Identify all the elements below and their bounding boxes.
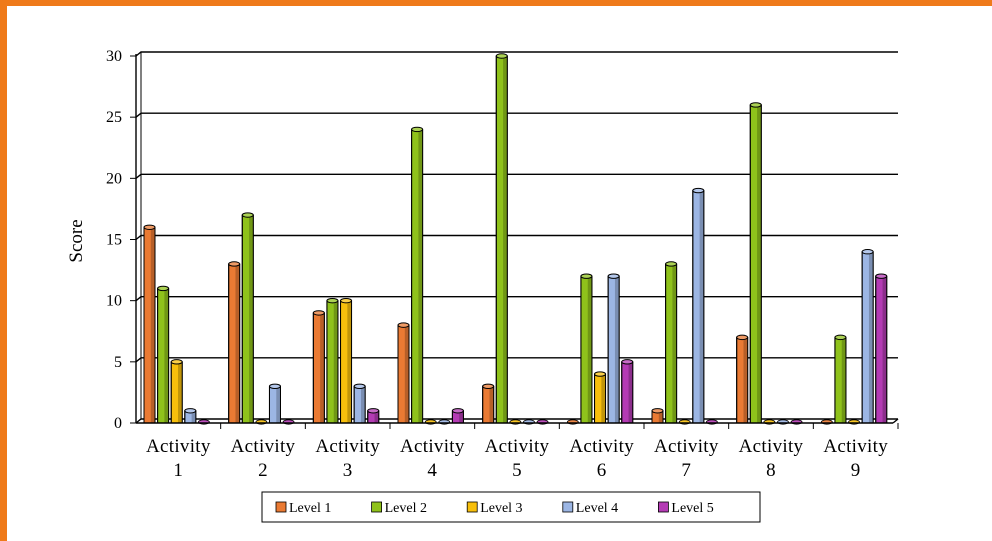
x-tick-label: 5: [512, 460, 522, 481]
bar-level-2: [411, 126, 424, 424]
bar-level-4: [607, 273, 620, 424]
bar-level-3: [170, 359, 183, 424]
legend-label: Level 4: [576, 501, 618, 516]
x-tick-label: Activity: [400, 436, 465, 457]
x-tick-label: 6: [597, 460, 607, 481]
y-tick-label: 30: [106, 48, 122, 65]
bar-level-2: [665, 261, 678, 424]
bar-level-5: [451, 408, 464, 424]
bar-level-1: [736, 334, 749, 424]
x-tick-label: Activity: [739, 436, 804, 457]
axes: 0 5 10 15 20 25 30 Activity 1 Activity 2 Activity 3 A…: [106, 48, 899, 481]
bar-level-4: [353, 383, 366, 424]
gridline: [135, 112, 898, 118]
bar-level-2: [834, 334, 847, 424]
gridline: [135, 173, 898, 179]
bar-level-2: [241, 212, 254, 424]
bar-level-3: [594, 371, 607, 424]
legend-label: Level 5: [671, 501, 713, 516]
legend-swatch: [562, 501, 574, 513]
legend-swatch: [466, 501, 478, 513]
bar-level-1: [651, 408, 664, 424]
legend-label: Level 2: [385, 501, 427, 516]
legend-swatch: [275, 501, 287, 513]
bar-level-5: [875, 273, 888, 424]
x-tick-label: 2: [258, 460, 268, 481]
y-tick-label: 10: [106, 293, 122, 310]
legend-swatch: [658, 501, 669, 513]
bar-level-5: [367, 408, 380, 424]
x-tick-label: Activity: [231, 436, 296, 457]
bars: [143, 53, 888, 425]
x-tick-label: Activity: [823, 436, 888, 457]
bar-level-1: [312, 310, 325, 424]
y-tick-label: 0: [114, 415, 122, 432]
floor-edge: [892, 418, 899, 424]
bar-level-3: [340, 297, 353, 424]
legend-swatch: [371, 501, 383, 513]
bar-level-5: [621, 359, 634, 424]
x-tick-label: Activity: [315, 436, 380, 457]
x-tick-label: Activity: [654, 436, 719, 457]
bar-level-2: [326, 297, 339, 424]
bar-level-1: [482, 383, 495, 424]
x-tick-label: 4: [427, 460, 437, 481]
x-tick-label: 8: [766, 460, 776, 481]
legend-label: Level 3: [480, 501, 522, 516]
y-axis-label: Score: [66, 219, 87, 262]
y-tick-label: 20: [106, 170, 122, 187]
x-tick-label: Activity: [485, 436, 550, 457]
x-tick-label: 7: [681, 460, 691, 481]
y-tick-label: 25: [106, 109, 122, 126]
gridline: [135, 51, 898, 57]
bar-level-4: [268, 383, 281, 424]
x-tick-label: 9: [851, 460, 861, 481]
bar-level-2: [580, 273, 593, 424]
bar-level-1: [228, 261, 241, 424]
x-tick-label: Activity: [569, 436, 634, 457]
bar-level-2: [157, 285, 170, 424]
legend-box: [261, 491, 761, 523]
bar-level-4: [184, 408, 197, 424]
bar-level-1: [143, 224, 156, 424]
x-tick-label: 3: [343, 460, 353, 481]
bar-level-2: [749, 102, 762, 424]
y-tick-label: 5: [114, 354, 122, 371]
legend: Level 1 Level 2 Level 3 Level 4 Level 5: [261, 491, 761, 523]
bar-level-4: [861, 249, 874, 424]
bar-level-1: [397, 322, 410, 424]
x-tick-label: 1: [173, 460, 183, 481]
x-tick-label: Activity: [146, 436, 211, 457]
y-tick-label: 15: [106, 232, 122, 249]
bar-level-2: [495, 53, 508, 424]
legend-label: Level 1: [289, 501, 331, 516]
gridlines: [135, 51, 898, 424]
bar-level-4: [692, 187, 705, 424]
